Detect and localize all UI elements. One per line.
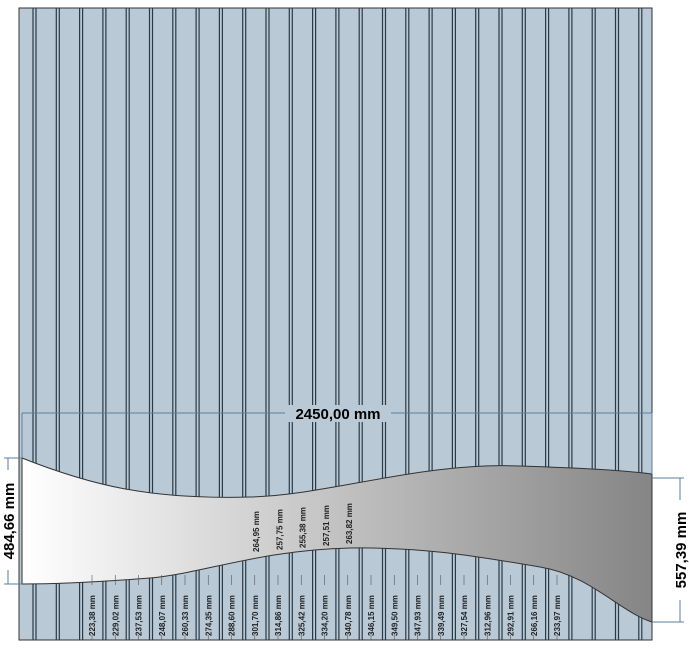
label-bg [110, 585, 121, 635]
label-bg [133, 585, 144, 635]
bottom-label: 339,49 mm [437, 595, 446, 636]
bottom-label: 288,60 mm [228, 595, 237, 636]
bottom-label: 349,50 mm [390, 595, 399, 636]
label-bg [552, 585, 562, 635]
label-bg [459, 585, 469, 635]
bottom-label: 346,15 mm [367, 595, 376, 636]
bottom-label: 260,33 mm [181, 595, 190, 636]
right-height-dimension: 557,39 mm [673, 512, 689, 589]
label-bg [528, 585, 539, 635]
label-bg [672, 500, 689, 600]
inner-label: 257,75 mm [275, 509, 284, 550]
label-bg [273, 585, 283, 635]
label-bg [435, 585, 446, 635]
inner-label: 255,38 mm [299, 507, 308, 548]
label-bg [505, 585, 516, 635]
inner-label: 264,95 mm [252, 511, 261, 552]
bottom-label: 248,07 mm [158, 595, 167, 636]
bottom-label: 314,86 mm [274, 595, 283, 636]
bottom-label: 325,42 mm [297, 595, 306, 636]
label-bg [296, 585, 307, 635]
label-bg [482, 585, 493, 635]
bottom-label: 340,78 mm [344, 595, 353, 636]
label-bg [180, 585, 190, 635]
bottom-label: 229,02 mm [111, 595, 120, 636]
label-bg [285, 405, 391, 422]
label-bg [412, 585, 423, 635]
label-bg [0, 470, 17, 570]
width-dimension: 2450,00 mm [295, 406, 380, 423]
inner-label: 263,82 mm [345, 503, 354, 544]
bottom-label: 223,38 mm [88, 595, 97, 636]
bottom-label: 233,97 mm [553, 595, 562, 636]
bottom-label: 327,54 mm [460, 595, 469, 636]
cut-shape [21, 457, 653, 623]
left-height-dimension: 484,66 mm [1, 483, 18, 560]
label-bg [226, 585, 237, 635]
bottom-label: 274,35 mm [204, 595, 213, 636]
bottom-label: 266,16 mm [530, 595, 539, 636]
bottom-label: 347,93 mm [414, 595, 423, 636]
label-bg [319, 585, 330, 635]
label-bg [366, 585, 376, 635]
label-bg [203, 585, 214, 635]
inner-label: 257,51 mm [322, 505, 331, 546]
label-bg [156, 585, 167, 635]
label-bg [389, 585, 400, 635]
bottom-label: 301,70 mm [251, 595, 260, 636]
bottom-label: 334,20 mm [321, 595, 330, 636]
label-bg [342, 585, 353, 635]
label-bg [87, 585, 97, 635]
bottom-label: 237,53 mm [135, 595, 144, 636]
label-bg [249, 585, 260, 635]
bottom-label: 312,96 mm [483, 595, 492, 636]
bottom-label: 292,91 mm [507, 595, 516, 636]
